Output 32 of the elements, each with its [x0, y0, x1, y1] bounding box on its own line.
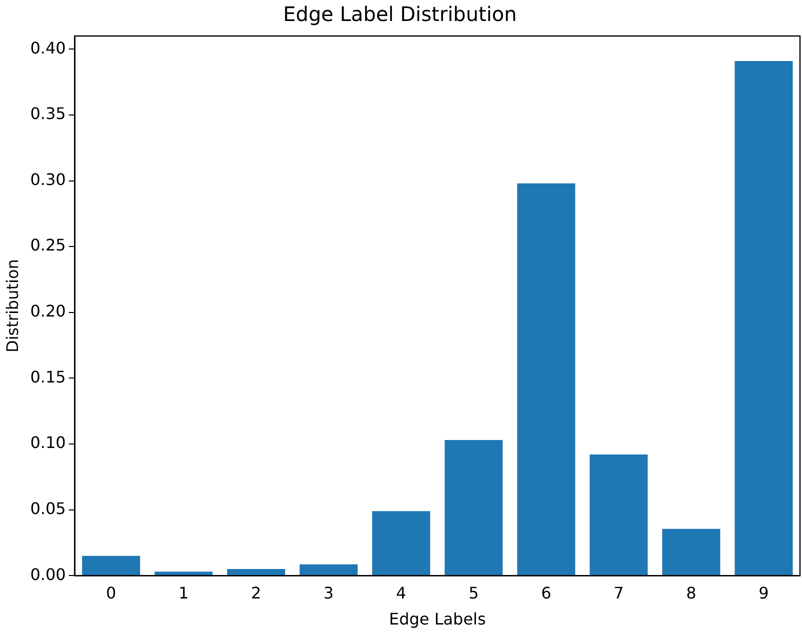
x-tick-label: 0 — [106, 583, 116, 602]
y-tick-label: 0.35 — [30, 104, 66, 124]
y-tick-label: 0.40 — [30, 38, 66, 58]
bar — [517, 183, 576, 576]
bar — [590, 454, 648, 576]
x-tick-label: 7 — [614, 583, 624, 602]
x-tick-label: 9 — [758, 583, 769, 602]
x-tick-label: 3 — [324, 583, 334, 602]
bar — [444, 440, 503, 576]
y-tick-label: 0.15 — [30, 367, 66, 386]
chart-title: Edge Label Distribution — [283, 2, 517, 26]
bar — [662, 528, 720, 576]
bar — [227, 569, 286, 576]
x-tick-label: 5 — [468, 583, 479, 602]
bar — [300, 564, 358, 576]
bar — [734, 61, 793, 576]
y-tick-label: 0.25 — [30, 236, 66, 255]
bar — [154, 572, 213, 576]
x-tick-label: 2 — [251, 583, 262, 602]
y-tick-label: 0.00 — [30, 564, 66, 584]
y-tick-label: 0.10 — [30, 433, 66, 452]
y-tick-label: 0.20 — [30, 302, 66, 321]
x-tick-label: 6 — [541, 583, 552, 602]
y-axis-title: Distribution — [2, 259, 22, 352]
y-tick-label: 0.05 — [30, 498, 66, 518]
x-tick-label: 1 — [178, 583, 189, 602]
x-tick-label: 4 — [396, 583, 406, 602]
y-tick-label: 0.30 — [30, 170, 66, 189]
bar — [372, 511, 430, 576]
bar — [82, 556, 140, 576]
x-axis-title: Edge Labels — [388, 610, 486, 629]
x-tick-label: 8 — [686, 583, 696, 602]
